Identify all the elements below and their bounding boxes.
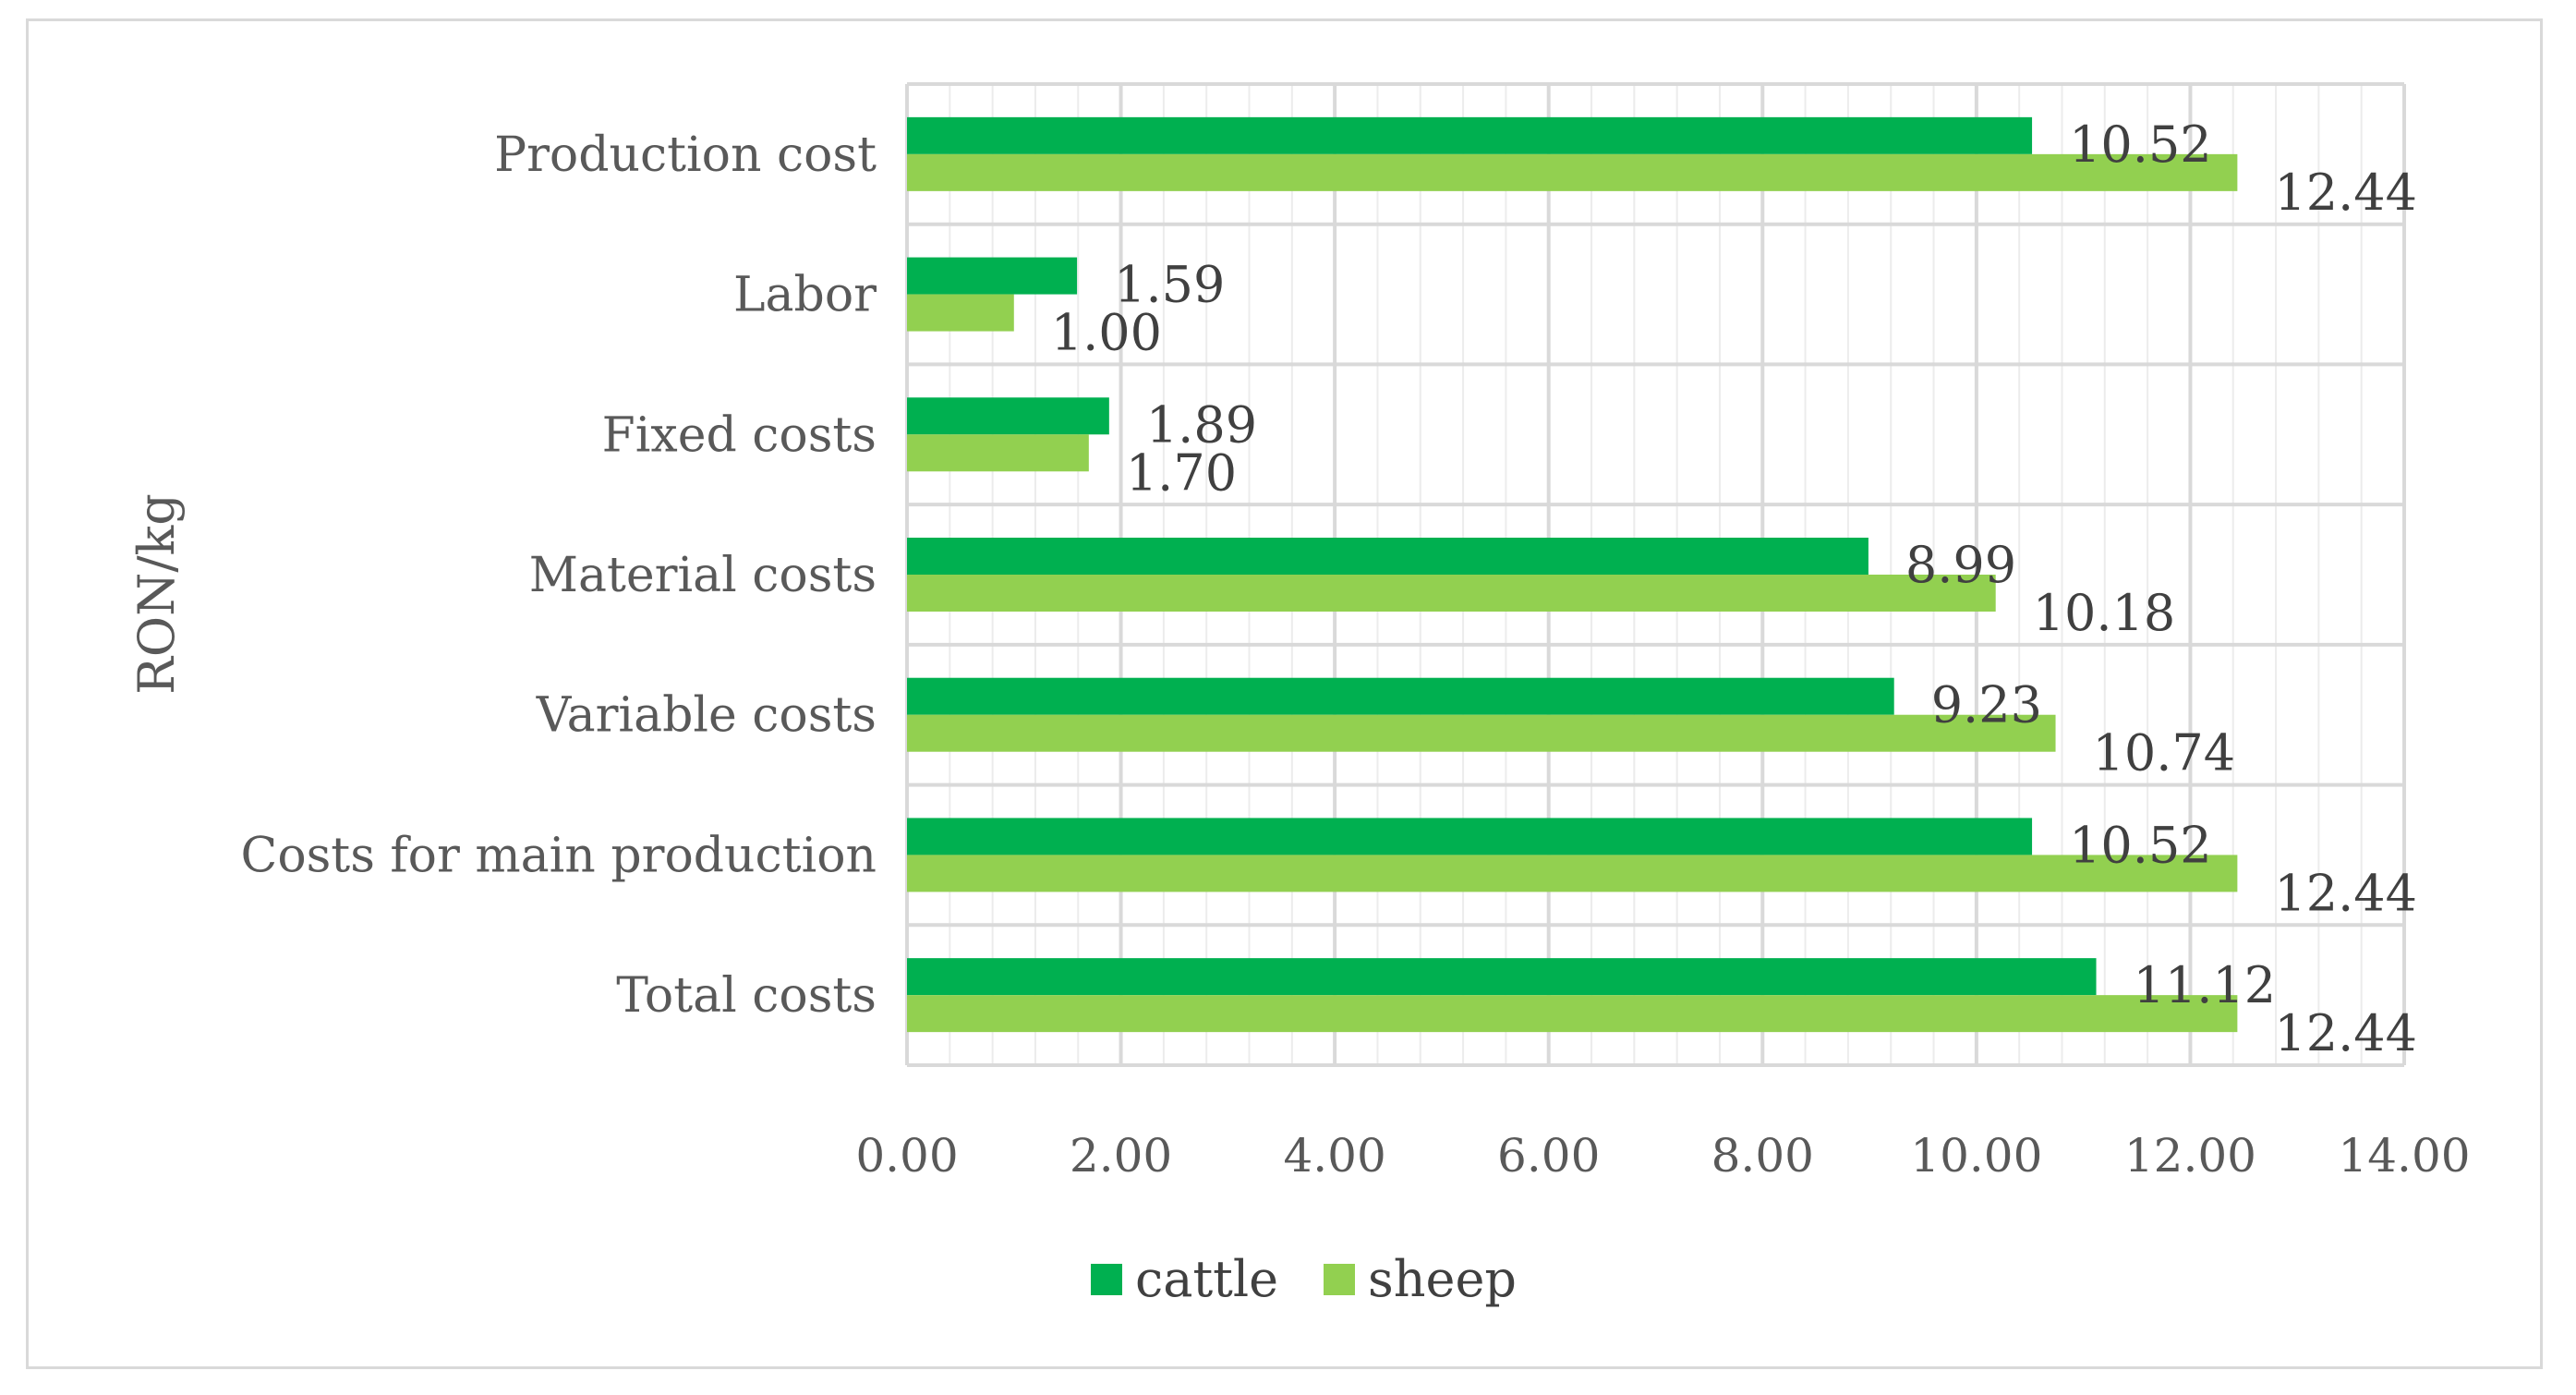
- x-tick-label: 14.00: [2338, 1129, 2470, 1183]
- bar-cattle: [907, 116, 2033, 154]
- bar-sheep: [907, 434, 1089, 472]
- bar-cattle: [907, 677, 1894, 715]
- bar-cattle: [907, 257, 1078, 295]
- category-label: Material costs: [529, 548, 877, 603]
- data-label-cattle: 8.99: [1905, 536, 2016, 594]
- bar-sheep: [907, 995, 2238, 1033]
- data-label-sheep: 1.00: [1051, 304, 1162, 362]
- chart-frame: Total costs Costs for main production Vari…: [26, 18, 2543, 1369]
- data-label-cattle: 10.52: [2069, 816, 2212, 874]
- bar-sheep: [907, 855, 2238, 892]
- category-label: Total costs: [616, 968, 877, 1024]
- x-tick-label: 10.00: [1910, 1129, 2042, 1183]
- bar-sheep: [907, 714, 2056, 752]
- x-tick-label: 12.00: [2124, 1129, 2256, 1183]
- data-label-cattle: 9.23: [1931, 676, 2042, 734]
- category-label: Labor: [733, 268, 877, 323]
- bar-chart: Total costs Costs for main production Vari…: [127, 82, 2471, 1308]
- category-label: Production cost: [494, 127, 877, 183]
- bar-sheep: [907, 575, 1996, 612]
- legend-swatch-sheep: [1324, 1264, 1355, 1295]
- legend: cattle sheep: [1091, 1250, 1517, 1308]
- data-label-sheep: 10.74: [2093, 724, 2236, 782]
- data-label-cattle: 10.52: [2069, 115, 2212, 174]
- data-label-cattle: 11.12: [2134, 956, 2277, 1014]
- data-label-sheep: 12.44: [2274, 1004, 2417, 1062]
- bar-cattle: [907, 397, 1109, 435]
- bar-sheep: [907, 153, 2238, 191]
- data-label-sheep: 12.44: [2274, 164, 2417, 222]
- data-labels: 11.1212.4410.5212.449.2310.748.9910.181.…: [1051, 115, 2417, 1062]
- legend-label-cattle: cattle: [1135, 1250, 1278, 1308]
- bar-cattle: [907, 538, 1869, 575]
- x-tick-label: 0.00: [855, 1129, 958, 1183]
- x-tick-label: 4.00: [1283, 1129, 1385, 1183]
- legend-label-sheep: sheep: [1368, 1250, 1517, 1308]
- y-axis-title: RON/kg: [127, 493, 186, 695]
- data-label-cattle: 1.89: [1146, 395, 1257, 454]
- x-axis-tick-labels: 0.00 2.00 4.00 6.00 8.00 10.00 12.00 14.00: [855, 1129, 2470, 1183]
- x-tick-label: 6.00: [1497, 1129, 1600, 1183]
- category-labels: Total costs Costs for main production Vari…: [241, 127, 877, 1024]
- bar-cattle: [907, 818, 2033, 855]
- bar-cattle: [907, 958, 2097, 996]
- bar-sheep: [907, 294, 1014, 332]
- data-label-sheep: 12.44: [2274, 864, 2417, 922]
- x-tick-label: 2.00: [1070, 1129, 1172, 1183]
- legend-swatch-cattle: [1091, 1264, 1122, 1295]
- bars: [907, 116, 2238, 1033]
- data-label-sheep: 10.18: [2033, 584, 2176, 642]
- data-label-cattle: 1.59: [1114, 256, 1225, 314]
- x-tick-label: 8.00: [1711, 1129, 1814, 1183]
- category-label: Fixed costs: [602, 407, 877, 463]
- category-label: Variable costs: [536, 688, 877, 744]
- data-label-sheep: 1.70: [1126, 443, 1237, 502]
- category-label: Costs for main production: [241, 828, 877, 883]
